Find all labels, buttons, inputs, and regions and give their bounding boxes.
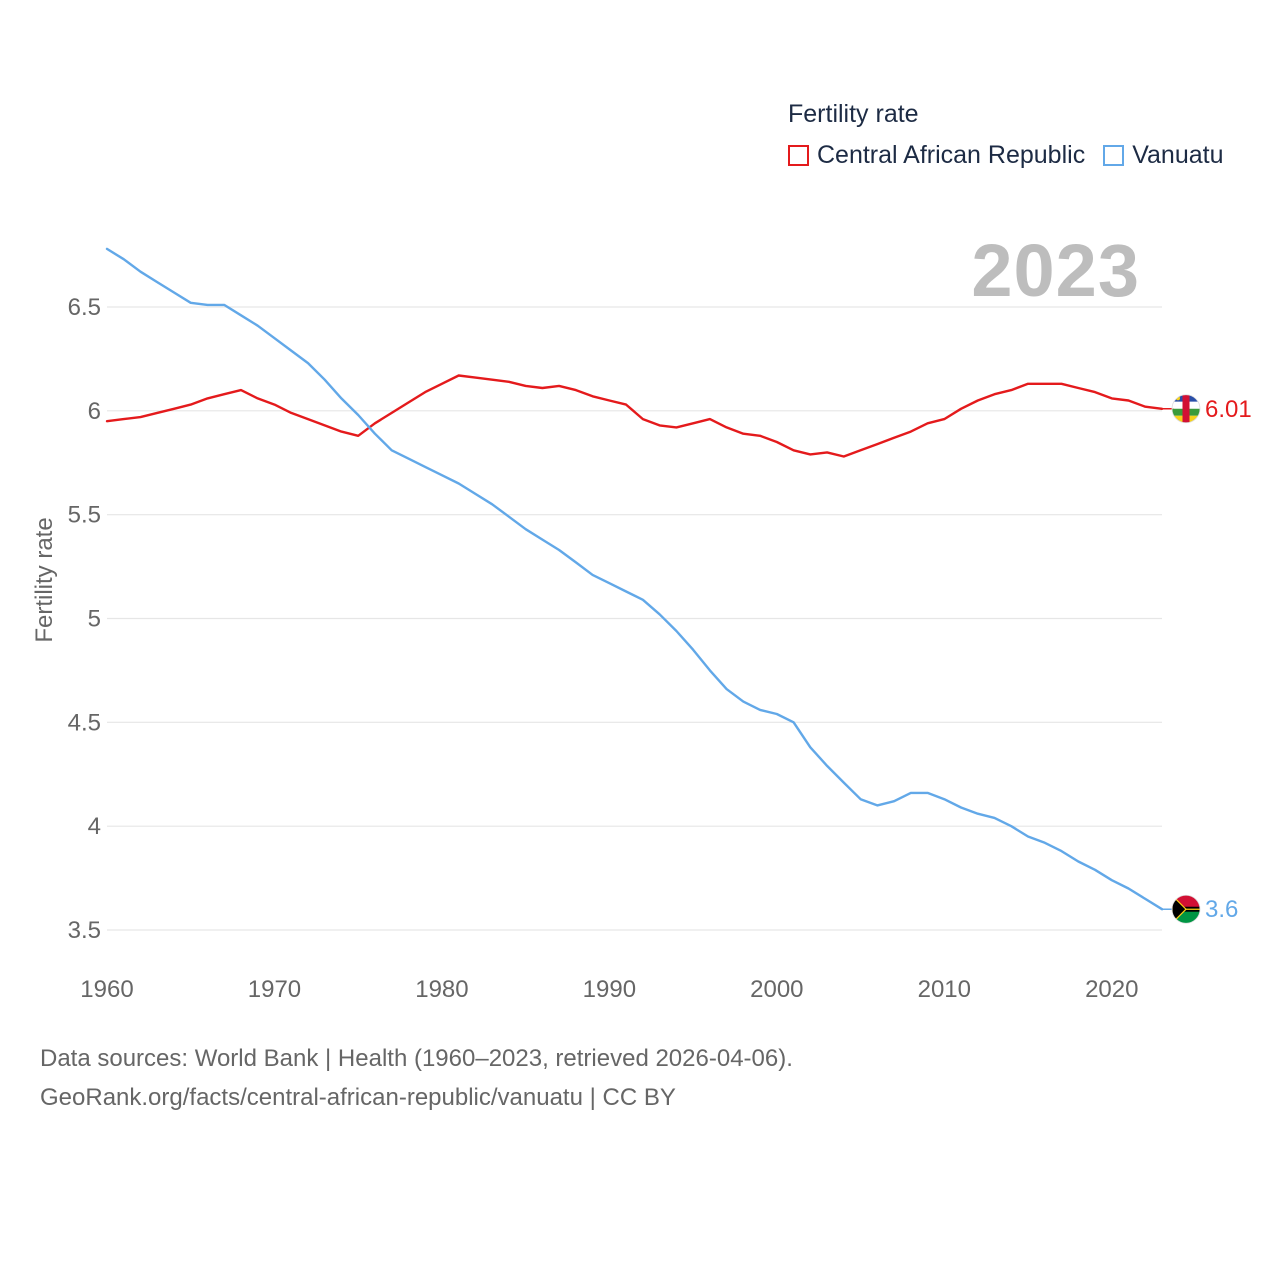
- y-tick-label: 3.5: [68, 917, 101, 944]
- data-source-note: Data sources: World Bank | Health (1960–…: [40, 1045, 793, 1072]
- x-axis-ticks: 1960 1970 1980 1990 2000 2010 2020: [80, 976, 1138, 1003]
- x-tick-label: 1960: [80, 976, 133, 1003]
- x-tick-label: 1980: [415, 976, 468, 1003]
- x-tick-label: 2010: [918, 976, 971, 1003]
- legend-title: Fertility rate: [788, 100, 919, 128]
- legend-swatch-central-african-republic: [788, 145, 809, 166]
- legend-label-vanuatu: Vanuatu: [1132, 141, 1224, 169]
- year-label: 2023: [971, 229, 1140, 312]
- y-axis-title: Fertility rate: [31, 517, 58, 642]
- end-markers: 6.01 3.6: [1162, 394, 1252, 924]
- flag-central-african-republic-icon: [1171, 394, 1201, 424]
- y-tick-label: 4: [88, 813, 101, 840]
- y-tick-label: 4.5: [68, 709, 101, 736]
- x-tick-label: 1970: [248, 976, 301, 1003]
- legend-item-central-african-republic[interactable]: Central African Republic: [788, 141, 1085, 170]
- end-value-label-central-african-republic: 6.01: [1205, 396, 1252, 423]
- series-line-central-african-republic: [105, 374, 1164, 458]
- y-tick-label: 5.5: [68, 502, 101, 529]
- y-axis-ticks: 3.5 4 4.5 5 5.5 6 6.5: [68, 294, 101, 944]
- legend-swatch-vanuatu: [1103, 145, 1125, 166]
- series-lines: [105, 247, 1164, 911]
- y-tick-label: 6.5: [68, 294, 101, 321]
- end-value-label-vanuatu: 3.6: [1205, 896, 1238, 923]
- y-tick-label: 5: [88, 606, 101, 633]
- x-tick-label: 2020: [1085, 976, 1138, 1003]
- legend-item-vanuatu[interactable]: Vanuatu: [1103, 141, 1224, 170]
- legend: Central African Republic Vanuatu: [788, 141, 1242, 170]
- attribution-note: GeoRank.org/facts/central-african-republ…: [40, 1084, 676, 1111]
- series-line-vanuatu: [105, 247, 1164, 911]
- legend-label-central-african-republic: Central African Republic: [817, 141, 1086, 169]
- y-tick-label: 6: [88, 398, 101, 425]
- x-tick-label: 2000: [750, 976, 803, 1003]
- x-tick-label: 1990: [583, 976, 636, 1003]
- flag-vanuatu-icon: [1171, 894, 1201, 924]
